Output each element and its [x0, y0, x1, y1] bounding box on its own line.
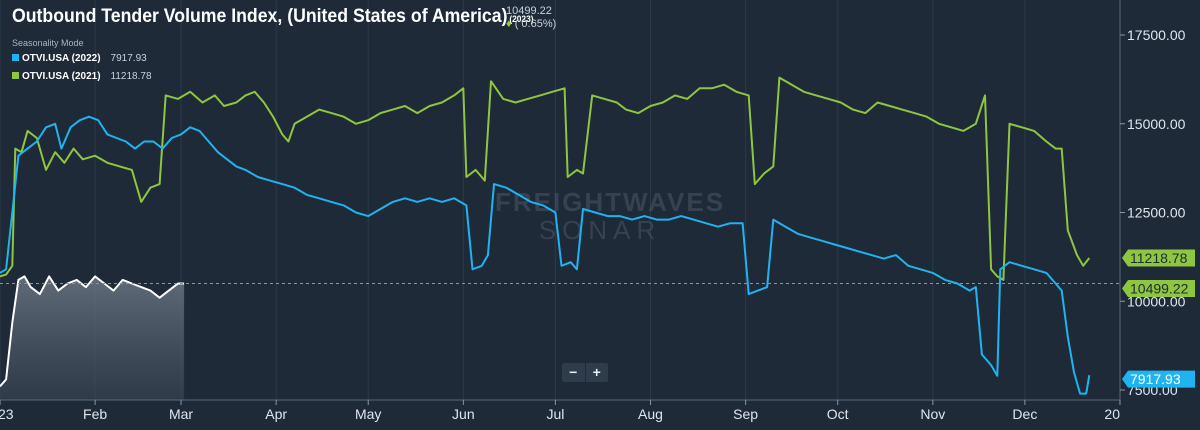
legend-item-2022[interactable]: OTVI.USA (2022) 7917.93	[12, 53, 147, 64]
x-tick-label-9: Oct	[827, 406, 849, 422]
headline-value: 10499.22 ♦ ( 0.65%)	[506, 5, 556, 31]
x-tick-label-3: Apr	[265, 406, 287, 422]
x-tick-label-4: May	[355, 406, 381, 422]
x-tick-label-6: Jul	[546, 406, 564, 422]
current-value: 10499.22	[506, 5, 552, 17]
series-line-2023	[0, 275, 185, 388]
area-layer	[0, 276, 185, 400]
change-arrow-icon: ♦	[506, 18, 512, 30]
title-year: (2023)	[509, 14, 534, 24]
legend-swatch-2021	[12, 72, 19, 79]
change-percent: ( 0.65%)	[514, 18, 557, 30]
legend-value-2022: 7917.93	[110, 53, 147, 64]
series-line-2022	[0, 115, 1091, 395]
x-tick-label-5: Jun	[452, 406, 475, 422]
series-lines	[0, 76, 1091, 395]
y-tick-label-2: 12500.00	[1127, 205, 1186, 221]
end-label-2022: 7917.93	[1130, 371, 1181, 387]
end-label-2023: 10499.22	[1130, 281, 1189, 297]
legend-label-2021: OTVI.USA (2021)	[22, 71, 101, 82]
x-tick-label-1: Feb	[83, 406, 107, 422]
x-tick-label-8: Sep	[733, 406, 758, 422]
end-label-2021: 11218.78	[1130, 250, 1188, 266]
end-label-2022-bg	[1122, 370, 1195, 388]
x-tick-label-12: 20	[1104, 406, 1120, 422]
end-label-2021-bg	[1122, 249, 1195, 267]
legend-value-2021: 11218.78	[110, 71, 152, 82]
y-tick-label-3: 10000.00	[1127, 293, 1186, 309]
x-axis: 23 Feb Mar Apr May Jun Jul Aug Sep Oct Nov Dec 20	[0, 399, 1121, 422]
zoom-out-button[interactable]: −	[569, 364, 578, 380]
seasonality-mode-label: Seasonality Mode	[12, 38, 84, 48]
legend-label-2022: OTVI.USA (2022)	[22, 53, 101, 64]
legend-swatch-2022	[12, 54, 19, 61]
zoom-controls: − +	[562, 363, 608, 382]
zoom-divider	[584, 363, 586, 382]
change-row: ♦ ( 0.65%)	[506, 18, 556, 31]
x-tick-label-11: Dec	[1012, 406, 1037, 422]
legend-item-2021[interactable]: OTVI.USA (2021) 11218.78	[12, 71, 152, 82]
end-label-2023-bg	[1122, 280, 1195, 298]
zoom-in-button[interactable]: +	[592, 364, 601, 380]
end-value-labels: 11218.78 10499.22 7917.93	[1122, 249, 1195, 388]
x-tick-label-7: Aug	[638, 406, 663, 422]
x-tick-label-0: 23	[0, 406, 14, 422]
series-2023-area	[0, 276, 185, 400]
x-tick-label-2: Mar	[169, 406, 193, 422]
y-tick-label-1: 15000.00	[1127, 116, 1186, 132]
y-tick-label-0: 17500.00	[1127, 27, 1186, 43]
chart-title: Outbound Tender Volume Index, (United St…	[12, 6, 534, 27]
x-tick-label-10: Nov	[920, 406, 945, 422]
series-line-2021	[0, 76, 1091, 281]
